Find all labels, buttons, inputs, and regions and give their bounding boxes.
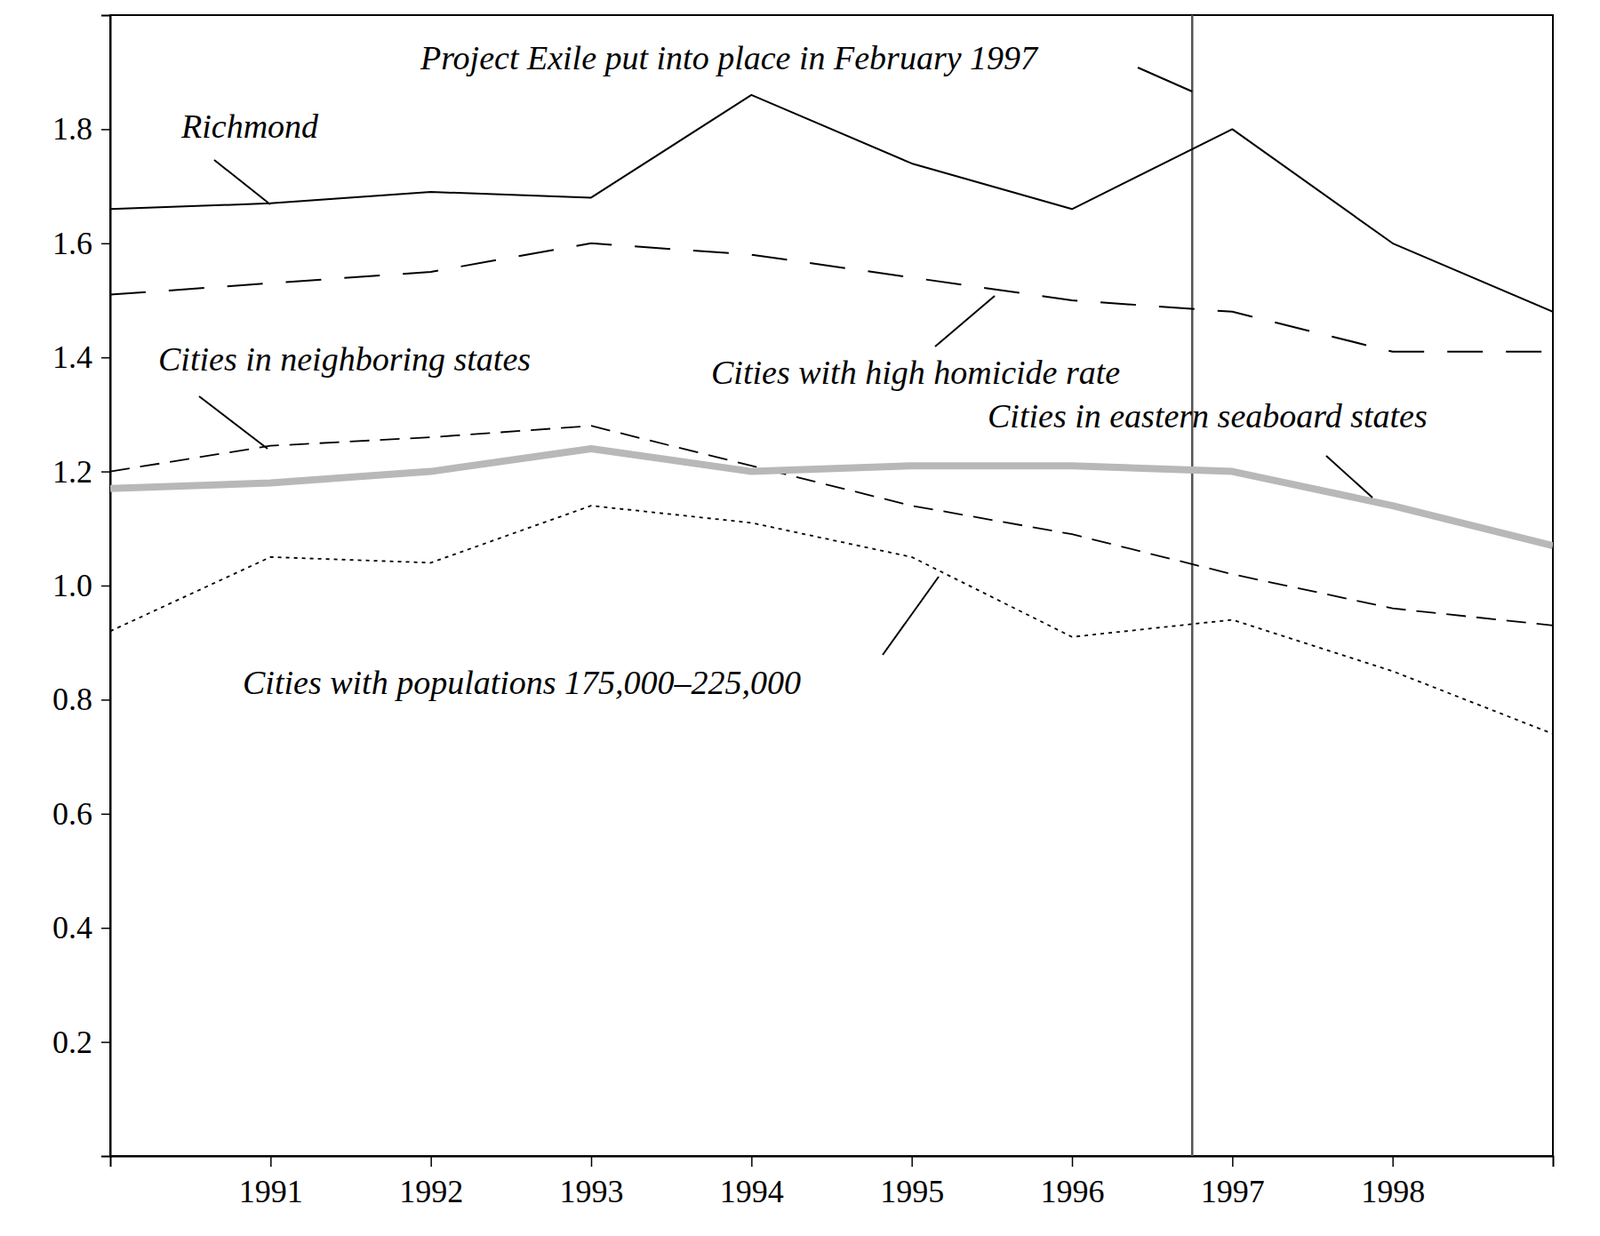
y-tick-mark (101, 357, 111, 360)
x-axis: 1991 1992 1993 1994 1995 1996 1997 1998 (111, 1156, 1554, 1210)
y-tick-mark (101, 471, 111, 473)
x-tick: 1991 (239, 1156, 304, 1210)
y-tick: 0.8 (52, 681, 111, 718)
series-line (110, 95, 1553, 312)
y-tick-mark (101, 928, 111, 930)
x-tick-mark (1392, 1156, 1394, 1168)
y-tick: 1.6 (52, 225, 111, 262)
series-line (110, 505, 1553, 735)
x-tick: 1992 (399, 1156, 464, 1210)
x-tick: 1997 (1200, 1156, 1265, 1210)
series-line (110, 425, 1553, 626)
y-tick-label: 1.8 (52, 111, 93, 147)
x-tick-label: 1992 (399, 1174, 464, 1210)
y-tick-mark (101, 1041, 111, 1044)
x-tick-label: 1994 (720, 1174, 784, 1210)
y-tick-label: 1.6 (52, 225, 93, 262)
x-tick-mark (1072, 1156, 1074, 1168)
x-tick: 1995 (880, 1156, 944, 1210)
y-tick-label: 1.2 (52, 454, 93, 490)
x-tick-label: 1991 (239, 1174, 304, 1210)
y-tick: 1.2 (52, 454, 111, 490)
y-tick-mark (101, 699, 111, 702)
event-line (1191, 15, 1194, 1157)
x-tick-mark (591, 1156, 593, 1168)
x-tick-mark (270, 1156, 272, 1168)
y-tick: 0.4 (52, 910, 111, 946)
series-label: Cities in neighboring states (158, 340, 531, 378)
series-label: Richmond (180, 107, 320, 145)
y-tick-label: 0.8 (52, 681, 93, 718)
x-axis-line (111, 1157, 1554, 1168)
y-tick-label: 0.6 (52, 796, 93, 832)
series-label: Cities with populations 175,000–225,000 (242, 664, 801, 702)
x-tick-label: 1998 (1360, 1174, 1425, 1210)
x-tick-mark (430, 1156, 432, 1168)
series-label: Cities with high homicide rate (711, 353, 1120, 392)
x-tick-mark (911, 1156, 913, 1168)
plot-frame (110, 15, 1553, 1157)
y-tick-label: 1.0 (52, 568, 93, 604)
leader-line (935, 296, 995, 347)
x-tick: 1996 (1040, 1156, 1105, 1210)
y-tick: 0.6 (52, 796, 111, 832)
y-tick: 1.8 (52, 111, 111, 147)
x-tick-label: 1996 (1040, 1174, 1105, 1210)
leader-line (882, 576, 939, 656)
series-line (110, 448, 1553, 546)
y-tick: 0.2 (52, 1024, 111, 1061)
x-tick-mark (1232, 1156, 1234, 1168)
labels: Richmond Cities with high homicide rate Ci… (158, 39, 1428, 702)
y-tick-mark (101, 814, 111, 816)
y-axis-line (101, 16, 112, 1158)
y-tick: 1.4 (52, 339, 111, 376)
y-tick-label: 1.4 (52, 339, 93, 376)
y-tick-label: 0.4 (52, 910, 93, 946)
y-tick-mark (101, 128, 111, 131)
leader-line (199, 396, 268, 449)
y-tick-mark (101, 243, 111, 246)
leader-line (1137, 67, 1192, 92)
leader-line (1326, 456, 1373, 498)
x-tick-label: 1995 (880, 1174, 944, 1210)
x-tick-label: 1997 (1200, 1174, 1265, 1210)
x-tick-mark (751, 1156, 753, 1168)
series-line (110, 243, 1553, 352)
x-tick: 1993 (560, 1156, 624, 1210)
x-tick: 1998 (1360, 1156, 1425, 1210)
x-tick-label: 1993 (560, 1174, 624, 1210)
series-label: Cities in eastern seaboard states (987, 397, 1428, 435)
y-tick-mark (101, 585, 111, 588)
y-tick-label: 0.2 (52, 1024, 93, 1061)
annotation-text: Project Exile put into place in February… (419, 39, 1040, 77)
y-axis: 0.2 0.4 0.6 0.8 1.0 1.2 1.4 1.6 1.8 (52, 16, 112, 1158)
x-tick: 1994 (720, 1156, 784, 1210)
chart: 0.20.40.60.81.01.21.41.61.81991199219931… (0, 0, 1600, 1236)
plot-area (110, 15, 1553, 1157)
leader-line (214, 160, 271, 205)
y-tick: 1.0 (52, 568, 111, 604)
